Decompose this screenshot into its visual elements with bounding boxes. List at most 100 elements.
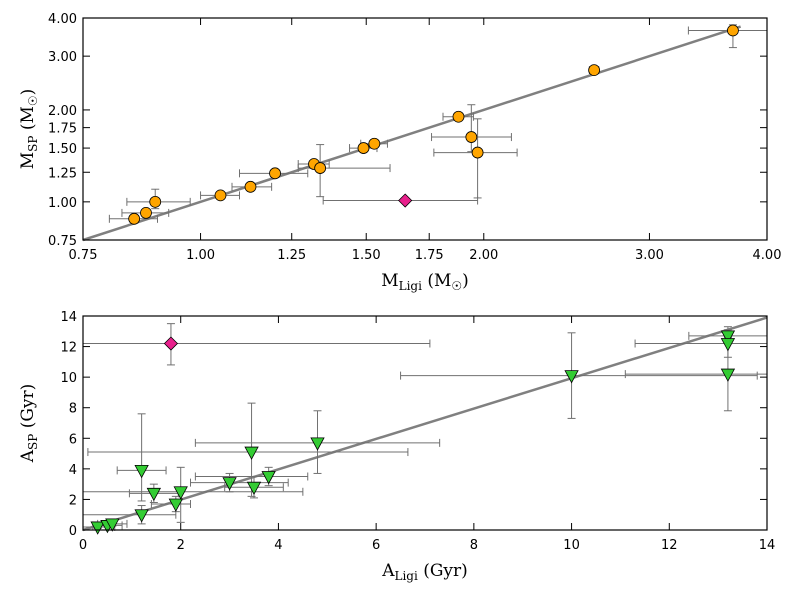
y-tick-label: 3.00: [48, 50, 77, 65]
data-point: [90, 521, 105, 535]
y-axis-label-unit: (M: [18, 106, 38, 135]
x-tick-label: 4: [274, 538, 282, 553]
x-axis-label: ALigi (Gyr): [381, 561, 468, 583]
one-to-one-fit-line: [82, 25, 742, 242]
data-point: [168, 498, 184, 512]
y-axis-label-symbol: M: [18, 152, 38, 169]
x-axis-label-sun-symbol: ☉: [451, 279, 462, 293]
data-point: [146, 487, 162, 502]
y-axis-label: MSP (M☉): [18, 89, 40, 170]
y-axis-label-sun-symbol: ☉: [26, 95, 40, 106]
data-point: [140, 207, 152, 219]
y-axis-label-symbol: A: [18, 449, 38, 463]
y-tick-label: 6: [69, 432, 77, 447]
y-tick-label: 1.50: [48, 142, 77, 157]
x-axis-label-symbol: A: [381, 561, 395, 581]
error-bar: [82, 505, 177, 525]
data-point: [471, 146, 484, 159]
data-point: [314, 162, 327, 174]
y-axis-label-close: ): [18, 89, 38, 96]
x-tick-label: 8: [470, 538, 478, 553]
data-point: [128, 212, 141, 225]
y-tick-label: 10: [60, 371, 77, 386]
data-point: [149, 195, 162, 208]
data-point: [261, 471, 276, 485]
error-bar: [116, 413, 167, 502]
data-point: [134, 509, 149, 523]
y-tick-label: 2.00: [48, 104, 77, 119]
one-to-one-fit-line: [82, 316, 768, 532]
x-axis-label: MLigi (M☉): [381, 271, 469, 293]
data-point: [465, 131, 478, 143]
outlier-point: [163, 336, 179, 351]
error-bar: [297, 144, 391, 198]
x-tick-label: 1.75: [415, 248, 444, 263]
y-tick-label: 0: [69, 524, 77, 539]
data-point: [588, 64, 601, 77]
x-tick-label: 1.50: [352, 248, 381, 263]
x-axis-label-close: ): [462, 271, 469, 291]
x-tick-label: 10: [563, 538, 580, 553]
plot-frame: [82, 17, 768, 241]
data-point: [357, 142, 370, 154]
y-tick-label: 1.75: [48, 122, 77, 137]
y-tick-label: 1.25: [48, 166, 77, 181]
data-point: [452, 110, 465, 123]
data-point: [720, 368, 736, 382]
data-point: [134, 464, 149, 479]
x-tick-label: 12: [661, 538, 678, 553]
y-axis-label-subscript: SP: [26, 136, 40, 152]
x-axis-label-unit: (M: [422, 271, 451, 291]
y-tick-label: 14: [60, 310, 77, 325]
error-bar: [400, 332, 758, 419]
data-point: [244, 180, 257, 193]
data-point: [564, 370, 579, 384]
x-tick-label: 2: [177, 538, 185, 553]
data-point: [214, 189, 227, 202]
data-point: [222, 477, 237, 491]
error-bar: [194, 466, 309, 487]
error-bar: [431, 104, 512, 153]
error-bar: [82, 323, 431, 366]
y-tick-label: 4: [69, 463, 77, 478]
y-tick-label: 2: [69, 493, 77, 508]
data-point: [269, 167, 281, 180]
y-axis-label-subscript: SP: [26, 434, 40, 450]
y-tick-label: 12: [60, 341, 77, 356]
x-axis-label-symbol: M: [381, 271, 398, 291]
mass-comparison-panel: 0.75 1.00 1.25 1.50 1.75 2.00 3.00 4.00 0.75 1.00…: [18, 12, 781, 293]
data-point: [173, 486, 188, 500]
y-axis-label-unit: (Gyr): [18, 384, 38, 434]
error-bar: [433, 118, 518, 199]
data-point: [246, 481, 262, 496]
x-tick-label: 1.25: [277, 248, 306, 263]
x-tick-label: 2.00: [469, 248, 498, 263]
x-axis-label-subscript: Ligi: [394, 569, 417, 583]
data-point: [310, 437, 325, 451]
y-axis-label: ASP (Gyr): [18, 384, 40, 464]
y-tick-label: 4.00: [48, 12, 77, 27]
outlier-point: [398, 193, 413, 208]
y-tick-label: 0.75: [48, 234, 77, 249]
x-tick-label: 14: [759, 538, 776, 553]
data-point: [368, 137, 381, 150]
data-point: [727, 24, 739, 37]
x-axis-label-unit: (Gyr): [418, 561, 468, 581]
data-point: [105, 518, 120, 532]
x-tick-label: 0: [79, 538, 87, 553]
x-axis-label-subscript: Ligi: [399, 279, 422, 293]
y-tick-label: 1.00: [48, 196, 77, 211]
x-tick-label: 4.00: [753, 248, 782, 263]
x-tick-label: 3.00: [635, 248, 664, 263]
y-tick-label: 8: [69, 402, 77, 417]
plot-frame: [82, 315, 768, 531]
x-tick-label: 1.00: [186, 248, 215, 263]
data-point: [720, 338, 736, 352]
x-tick-label: 6: [372, 538, 380, 553]
error-bar: [624, 336, 768, 412]
x-tick-label: 0.75: [69, 248, 98, 263]
data-point: [244, 446, 259, 460]
data-point: [720, 330, 736, 344]
